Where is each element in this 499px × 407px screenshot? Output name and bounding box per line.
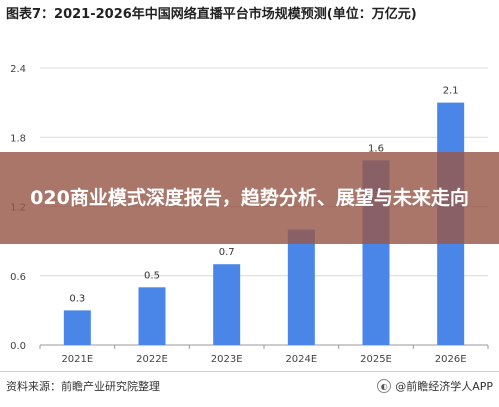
x-tick-label: 2024E <box>285 354 317 365</box>
bar-2023E <box>213 264 241 345</box>
bar-2021E <box>63 310 91 345</box>
data-label-2021E: 0.3 <box>69 293 85 304</box>
data-label-2022E: 0.5 <box>144 270 160 281</box>
bars <box>63 102 465 345</box>
circle-logo-icon: ◐ <box>377 379 392 393</box>
footer-divider <box>0 371 499 372</box>
brand-text: @前瞻经济学人APP <box>395 380 493 393</box>
data-label-2025E: 1.6 <box>368 143 384 154</box>
y-tick-label: 0.0 <box>10 341 26 352</box>
x-tick-label: 2026E <box>435 354 467 365</box>
x-tick-label: 2025E <box>360 354 392 365</box>
bar-2022E <box>138 287 166 345</box>
data-labels: 0.3 0.5 0.7 1.6 2.1 <box>69 86 458 305</box>
x-tick-label: 2021E <box>61 354 93 365</box>
source-note: 资料来源：前瞻产业研究院整理 <box>6 380 160 393</box>
overlay-banner: 020商业模式深度报告，趋势分析、展望与未来走向 <box>0 152 499 244</box>
x-tick-label: 2022E <box>136 354 168 365</box>
banner-title: 020商业模式深度报告，趋势分析、展望与未来走向 <box>30 187 469 209</box>
y-tick-label: 0.6 <box>10 272 26 283</box>
x-axis-ticks: 2021E 2022E 2023E 2024E 2025E 2026E <box>39 345 489 365</box>
data-label-2023E: 0.7 <box>219 247 235 258</box>
x-tick-label: 2023E <box>211 354 243 365</box>
bar-2024E <box>287 229 315 345</box>
chart-title: 图表7：2021-2026年中国网络直播平台市场规模预测(单位：万亿元) <box>6 7 417 22</box>
y-tick-label: 1.8 <box>10 133 26 144</box>
y-tick-label: 2.4 <box>10 64 26 75</box>
data-label-2026E: 2.1 <box>443 86 459 97</box>
brand-credit: ◐ @前瞻经济学人APP <box>377 378 493 394</box>
